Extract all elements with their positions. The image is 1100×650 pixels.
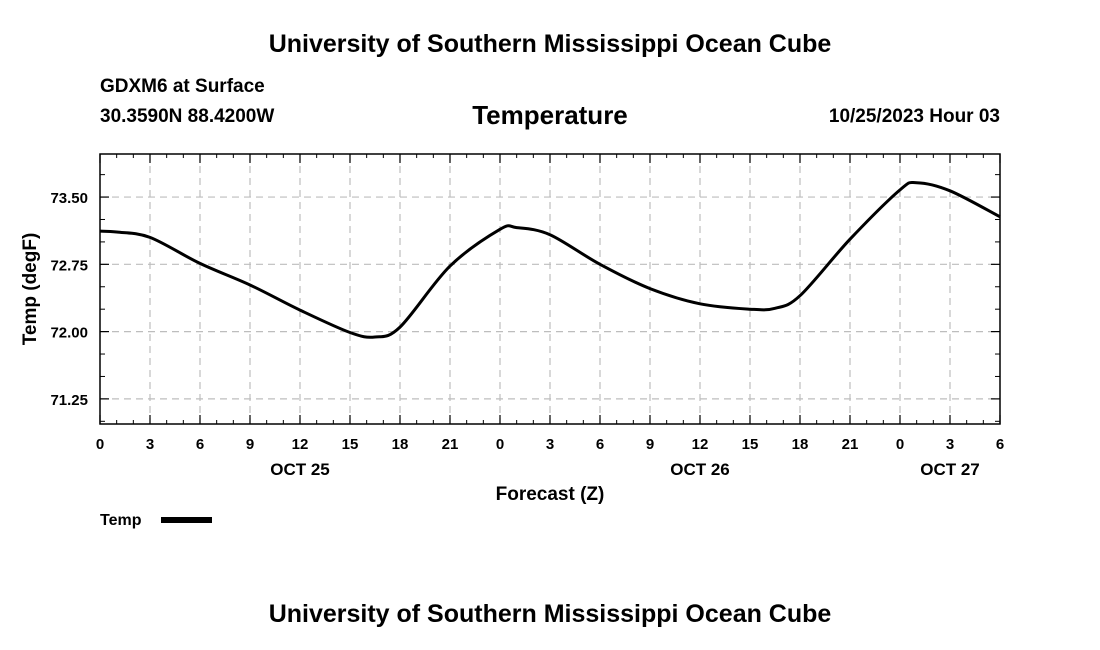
x-tick-label: 21: [442, 436, 459, 453]
x-day-label: OCT 25: [270, 460, 330, 479]
station-label: GDXM6 at Surface: [100, 76, 265, 97]
x-tick-label: 12: [692, 436, 709, 453]
legend-label: Temp: [100, 512, 142, 529]
x-tick-label: 6: [196, 436, 204, 453]
y-tick-label: 71.25: [50, 392, 88, 409]
x-tick-label: 15: [342, 436, 359, 453]
x-tick-label: 9: [646, 436, 654, 453]
x-tick-label: 0: [896, 436, 904, 453]
x-axis-label: Forecast (Z): [496, 484, 605, 505]
series-layer: [99, 180, 1001, 339]
x-tick-label: 18: [792, 436, 809, 453]
page-title: University of Southern Mississippi Ocean…: [268, 30, 832, 58]
x-tick-label: 9: [246, 436, 254, 453]
x-tick-label: 0: [96, 436, 104, 453]
x-tick-label: 6: [996, 436, 1004, 453]
x-tick-label: 0: [496, 436, 504, 453]
x-tick-label: 15: [742, 436, 759, 453]
grid: [100, 154, 1000, 424]
coordinates-label: 30.3590N 88.4200W: [100, 106, 275, 127]
y-axis-label: Temp (degF): [20, 233, 41, 346]
ticks-layer: 0 3 6 9 12 15 18 21 0 3 6 9 12 15 18 21 0 3 6 OCT 25 OCT 26 O…: [50, 154, 1004, 479]
series-line-temp: [99, 180, 1001, 339]
footer-title: University of Southern Mississippi Ocean…: [268, 600, 832, 628]
x-tick-label: 3: [946, 436, 954, 453]
y-tick-label: 72.75: [50, 257, 88, 274]
x-tick-label: 21: [842, 436, 859, 453]
x-day-label: OCT 27: [920, 460, 980, 479]
x-day-label: OCT 26: [670, 460, 730, 479]
y-tick-label: 73.50: [50, 190, 88, 207]
x-tick-label: 18: [392, 436, 409, 453]
run-time-label: 10/25/2023 Hour 03: [828, 106, 1000, 127]
y-tick-label: 72.00: [50, 325, 88, 342]
x-tick-label: 3: [546, 436, 554, 453]
x-tick-label: 12: [292, 436, 309, 453]
x-tick-label: 3: [146, 436, 154, 453]
x-tick-label: 6: [596, 436, 604, 453]
chart-title: Temperature: [472, 100, 628, 130]
